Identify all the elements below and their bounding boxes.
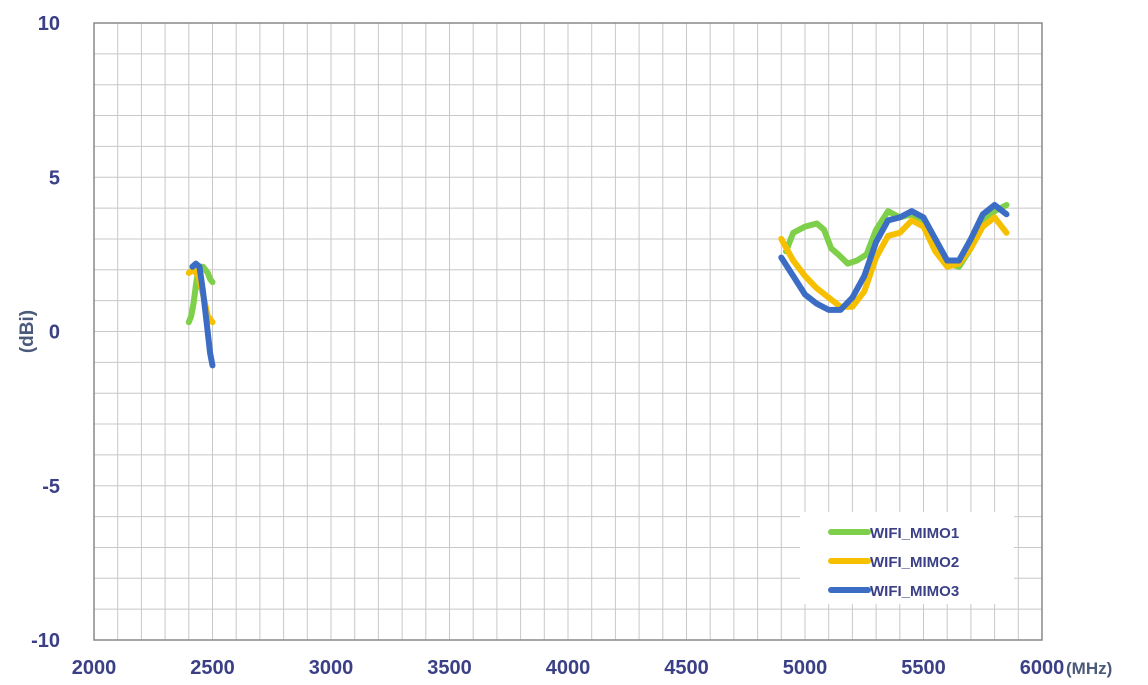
- series-line-wifi-mimo3: [778, 202, 1010, 313]
- y-tick-label: 10: [38, 13, 60, 35]
- x-tick-label: 2500: [190, 657, 235, 679]
- y-tick-label: -5: [42, 476, 60, 498]
- x-axis-label: (MHz): [1066, 659, 1112, 678]
- y-axis-label: (dBi): [17, 310, 38, 353]
- series-lines: [185, 202, 1010, 369]
- y-tick-label: 5: [49, 167, 60, 189]
- y-axis-ticks: 10 5 0 -5 -10: [31, 13, 60, 652]
- x-tick-label: 4500: [664, 657, 709, 679]
- y-tick-label: -10: [31, 630, 60, 652]
- x-tick-label: 4000: [546, 657, 591, 679]
- x-tick-label: 2000: [72, 657, 117, 679]
- x-tick-label: 6000: [1020, 657, 1065, 679]
- legend-label: WIFI_MIMO1: [870, 525, 959, 542]
- legend-label: WIFI_MIMO2: [870, 554, 959, 571]
- y-tick-label: 0: [49, 322, 60, 344]
- legend: WIFI_MIMO1 WIFI_MIMO2 WIFI_MIMO3: [800, 512, 1014, 604]
- series-line-wifi-mimo2: [778, 214, 1010, 310]
- x-tick-label: 3500: [427, 657, 472, 679]
- x-tick-label: 5000: [783, 657, 828, 679]
- x-axis-ticks: 2000 2500 3000 3500 4000 4500 5000 5500 6000: [72, 657, 1065, 679]
- x-tick-label: 5500: [901, 657, 946, 679]
- series-line-wifi-mimo3: [189, 260, 216, 369]
- legend-label: WIFI_MIMO3: [870, 583, 959, 600]
- x-tick-label: 3000: [309, 657, 354, 679]
- plot-frame: [93, 22, 1043, 641]
